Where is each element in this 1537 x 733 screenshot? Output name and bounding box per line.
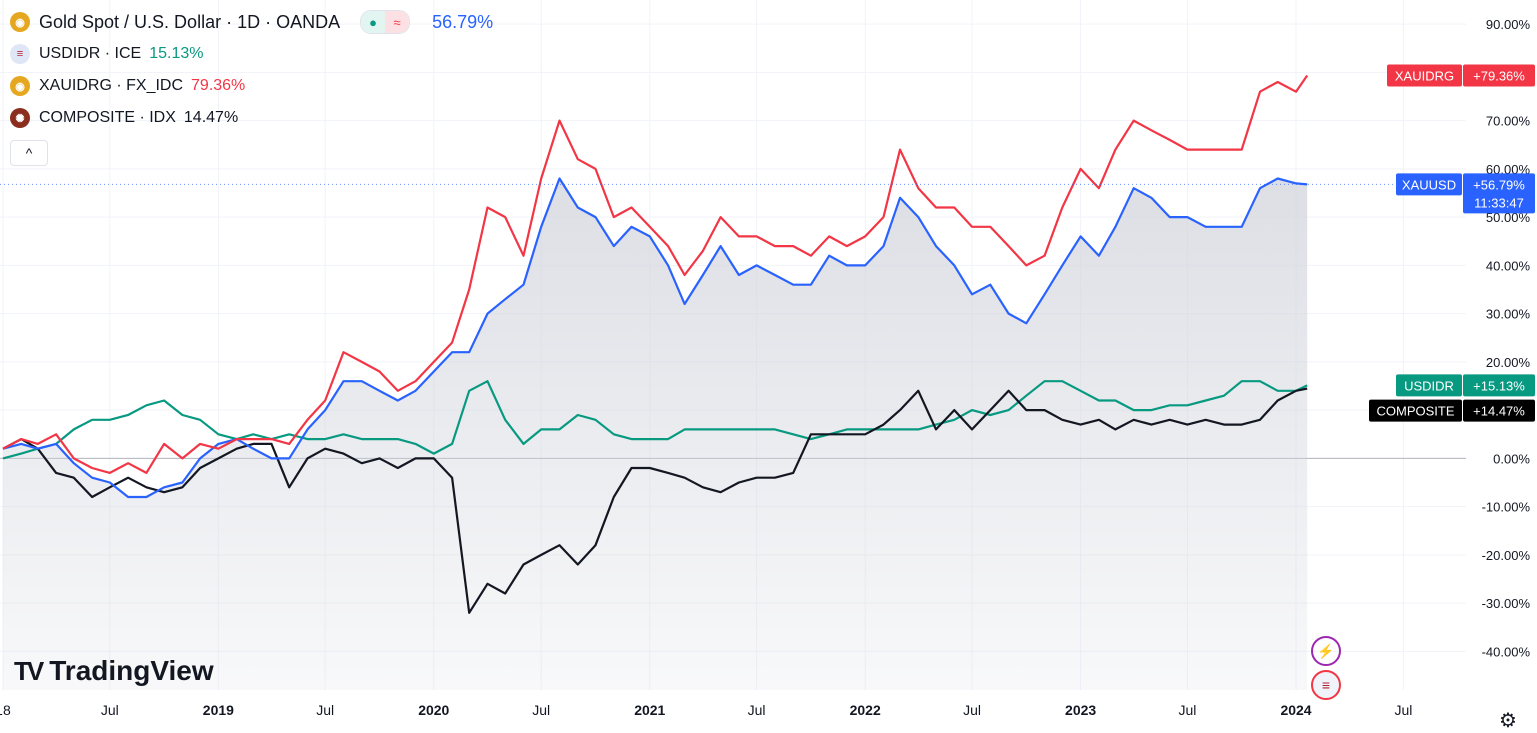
price-label-name: COMPOSITE (1376, 404, 1454, 419)
gold-coin-icon: ◉ (10, 12, 30, 32)
x-tick-label: Jul (963, 702, 981, 718)
legend-row-name: COMPOSITE · IDX (39, 109, 176, 126)
x-tick-label: Jul (532, 702, 550, 718)
price-label-name-bg (1387, 64, 1462, 87)
x-tick-label: Jul (748, 702, 766, 718)
approx-icon[interactable]: ≈ (385, 11, 410, 33)
legend-row-value: 79.36% (191, 77, 246, 94)
price-label-value: +79.36% (1473, 68, 1525, 83)
price-label-countdown: 11:33:47 (1474, 195, 1524, 210)
x-tick-label: 2021 (634, 702, 665, 718)
y-tick-label: 60.00% (1486, 162, 1531, 177)
y-tick-label: 70.00% (1486, 114, 1531, 129)
series-line-usdidr (2, 380, 1308, 460)
x-tick-label: Jul (1178, 702, 1196, 718)
us-flag-icon: ≡ (10, 44, 30, 64)
legend-row-xauidrg[interactable]: ◉ XAUIDRG · FX_IDC 79.36% (10, 70, 493, 102)
price-label-name: XAUUSD (1402, 177, 1456, 192)
us-flag-event-icon[interactable]: ≡ (1311, 670, 1341, 700)
legend-row-value: 15.13% (149, 45, 204, 62)
price-label-value-bg (1463, 399, 1535, 422)
legend-row-composite[interactable]: ✺ COMPOSITE · IDX 14.47% (10, 102, 493, 134)
price-label-value: +15.13% (1473, 378, 1525, 393)
x-tick-label: Jul (316, 702, 334, 718)
idx-logo-icon: ✺ (10, 108, 30, 128)
price-label-value-bg (1463, 64, 1535, 87)
price-label-value-bg (1463, 374, 1535, 397)
legend-row-value: 14.47% (183, 109, 239, 126)
legend-row-name: XAUIDRG · FX_IDC (39, 77, 184, 94)
y-tick-label: -20.00% (1482, 548, 1531, 563)
y-tick-label: -10.00% (1482, 500, 1531, 515)
x-tick-label: Jul (101, 702, 119, 718)
price-label-name: USDIDR (1404, 378, 1454, 393)
gear-icon[interactable]: ⚙ (1499, 710, 1517, 732)
series-line-xauidrg (2, 74, 1309, 474)
tradingview-wordmark: TradingView (49, 655, 214, 686)
price-label-name-bg (1396, 374, 1462, 397)
tradingview-logo[interactable]: TV TradingView (14, 655, 214, 687)
lightning-icon[interactable]: ⚡ (1311, 636, 1341, 666)
series-line-xauusd (2, 177, 1308, 499)
price-label-name: XAUIDRG (1395, 68, 1454, 83)
series-line-composite (2, 387, 1308, 614)
x-tick-label: Jul (1394, 702, 1412, 718)
legend-toggle-pill[interactable]: ● ≈ (360, 10, 411, 34)
legend-collapse-button[interactable]: ^ (10, 140, 48, 166)
tradingview-mark-icon: TV (14, 655, 44, 686)
y-tick-label: 0.00% (1493, 451, 1530, 466)
legend-main-row[interactable]: ◉ Gold Spot / U.S. Dollar · 1D · OANDA ●… (10, 6, 493, 38)
legend-row-usdidr[interactable]: ≡ USDIDR · ICE 15.13% (10, 38, 493, 70)
legend-main-value: 56.79% (432, 11, 494, 32)
price-label-name-bg (1396, 173, 1462, 196)
y-tick-label: 50.00% (1486, 210, 1531, 225)
x-tick-label: 18 (0, 702, 11, 718)
chart-legend: ◉ Gold Spot / U.S. Dollar · 1D · OANDA ●… (10, 6, 493, 166)
price-label-value: +14.47% (1473, 404, 1525, 419)
x-tick-label: 2024 (1280, 702, 1311, 718)
price-label-value: +56.79% (1473, 177, 1525, 192)
x-tick-label: 2020 (418, 702, 449, 718)
x-tick-label: 2023 (1065, 702, 1096, 718)
gold-coin-icon: ◉ (10, 76, 30, 96)
y-tick-label: 90.00% (1486, 17, 1531, 32)
visibility-dot-icon[interactable]: ● (361, 11, 386, 33)
xauusd-area (2, 178, 1308, 690)
legend-row-name: USDIDR · ICE (39, 45, 142, 62)
y-tick-label: 20.00% (1486, 355, 1531, 370)
y-tick-label: 30.00% (1486, 307, 1531, 322)
price-label-value-bg (1463, 173, 1535, 214)
price-label-name-bg (1369, 399, 1462, 422)
x-tick-label: 2019 (203, 702, 234, 718)
x-tick-label: 2022 (850, 702, 881, 718)
y-tick-label: -30.00% (1482, 596, 1531, 611)
y-tick-label: -40.00% (1482, 644, 1531, 659)
legend-main-name: Gold Spot / U.S. Dollar · 1D · OANDA (39, 11, 341, 32)
y-tick-label: 40.00% (1486, 258, 1531, 273)
